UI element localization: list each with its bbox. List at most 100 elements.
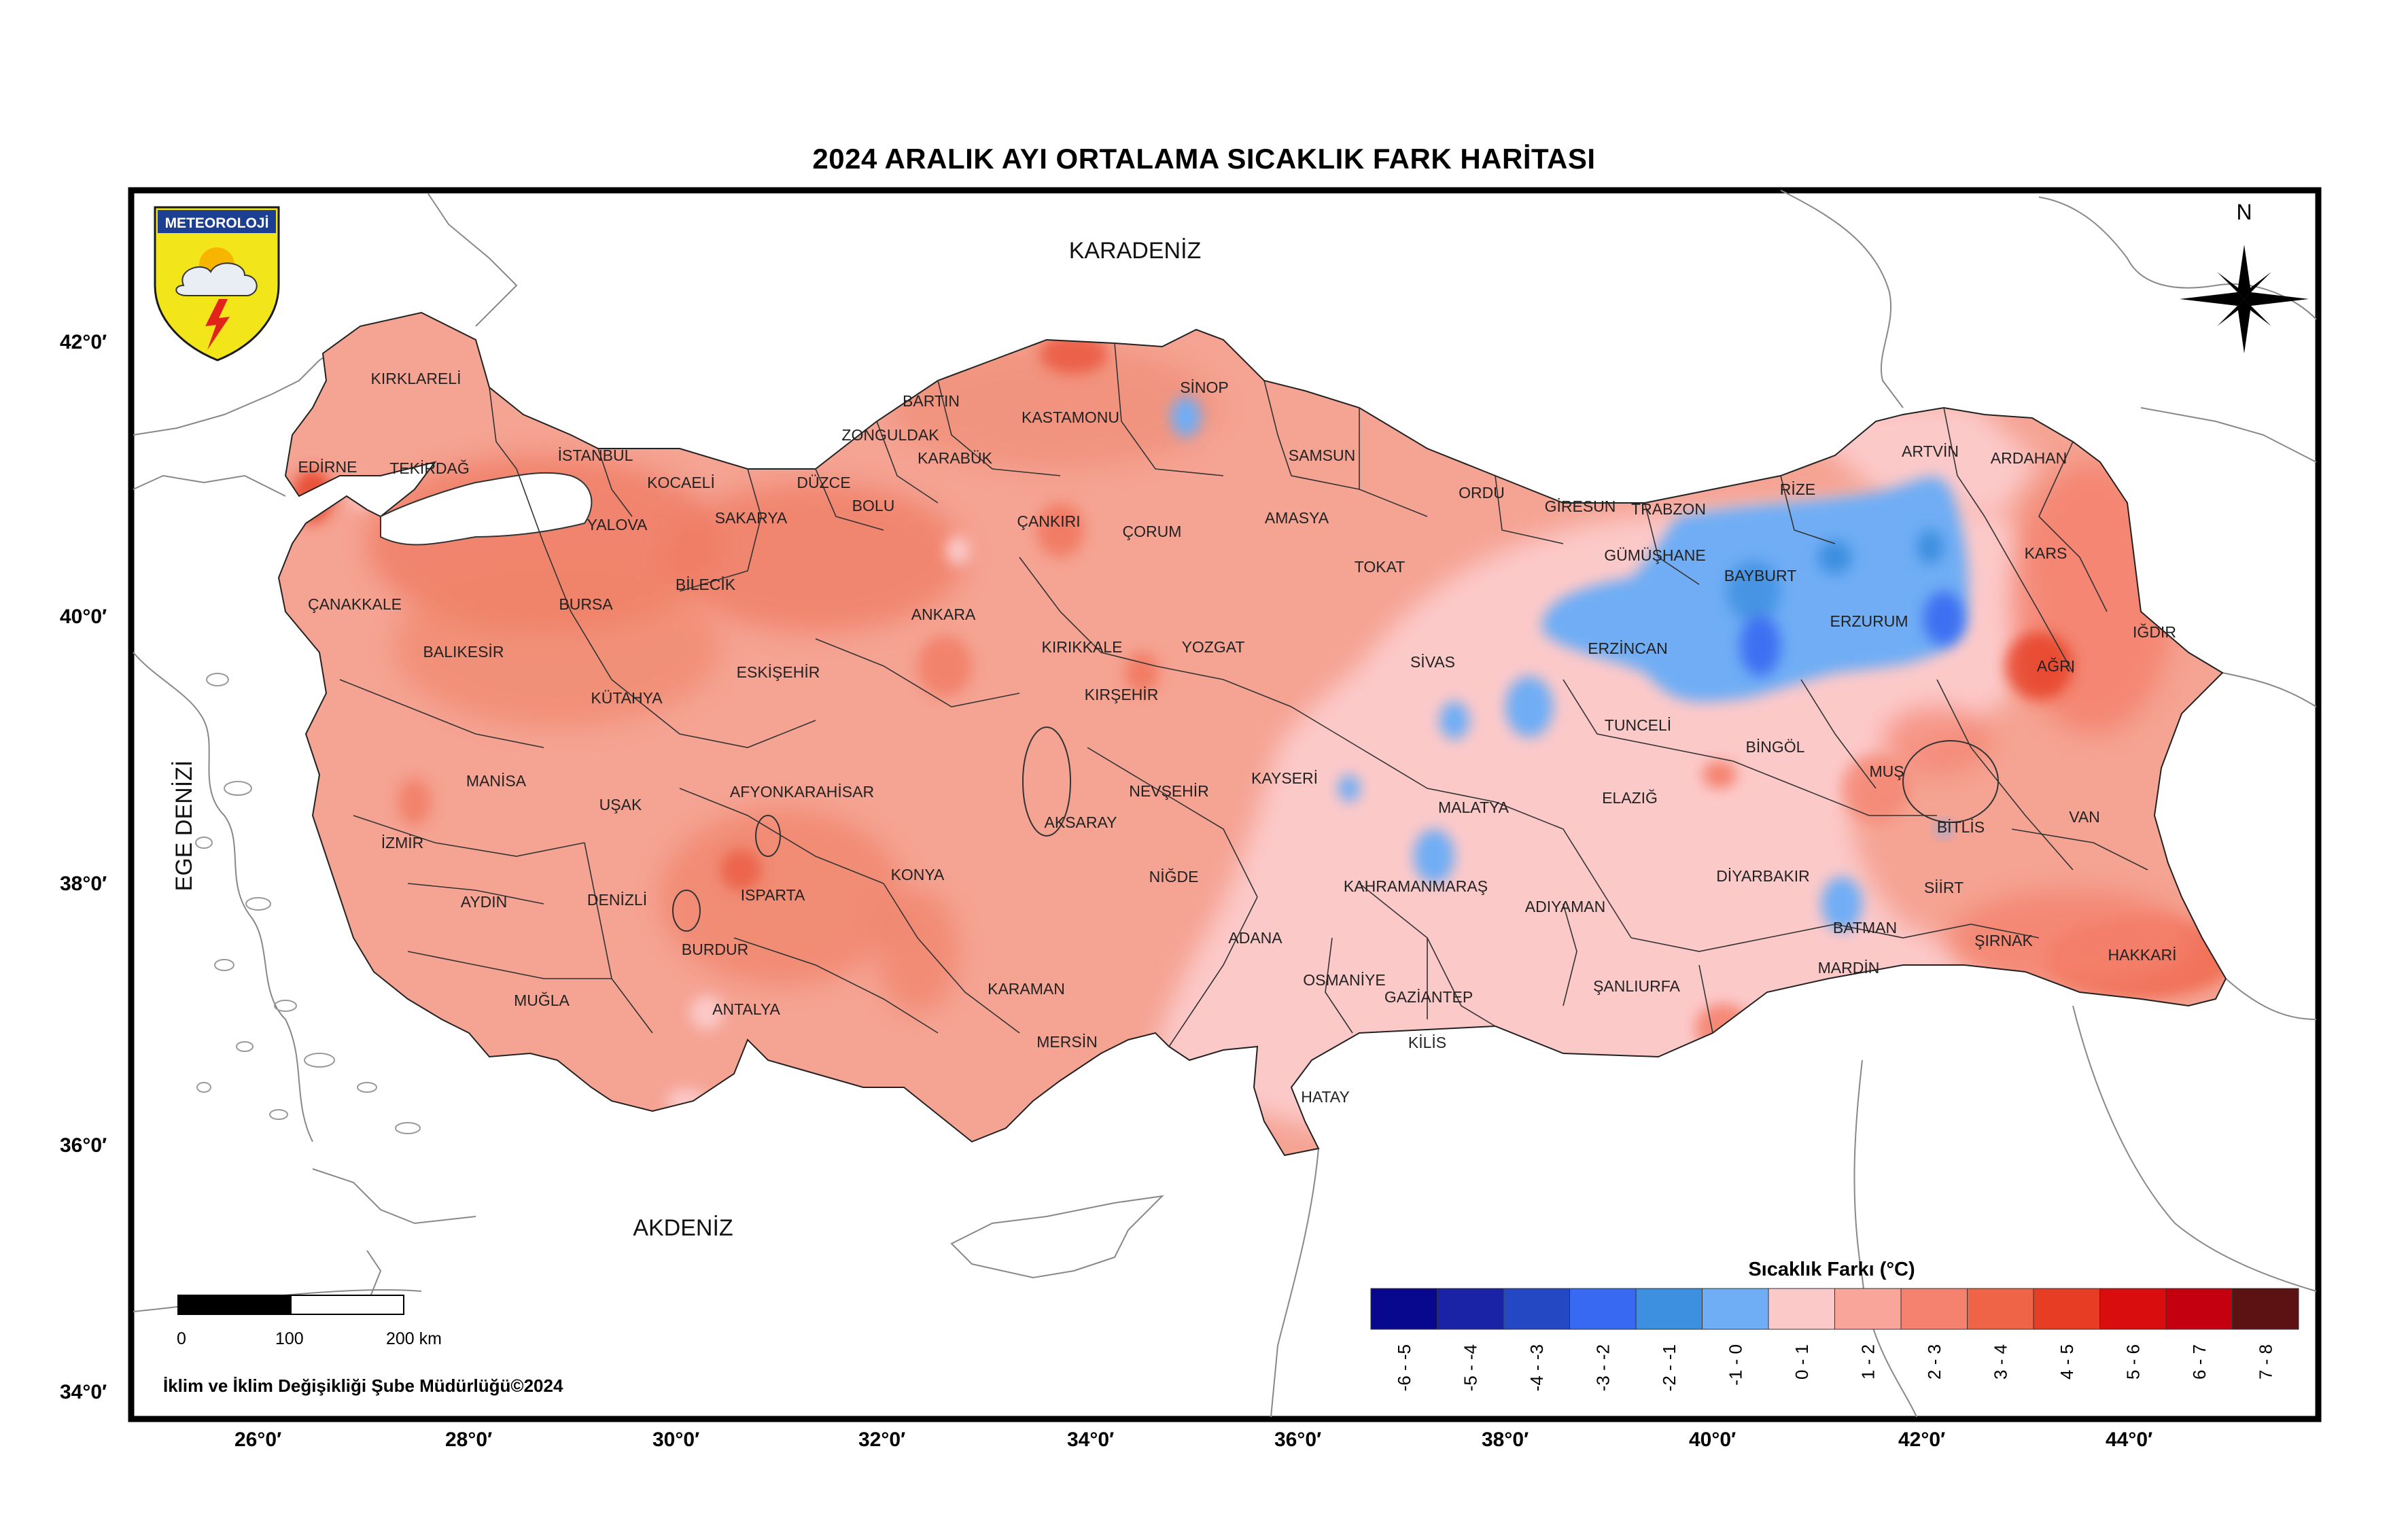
- province-label: KIRŞEHİR: [1085, 686, 1159, 703]
- province-label: ADANA: [1228, 929, 1282, 947]
- province-label: DENİZLİ: [587, 891, 647, 909]
- legend-label: 3 - 4: [1990, 1344, 2010, 1380]
- province-label: KİLİS: [1408, 1034, 1446, 1051]
- province-label: ÇORUM: [1123, 523, 1182, 540]
- province-label: BİLECİK: [676, 576, 736, 593]
- province-label: RİZE: [1780, 480, 1815, 498]
- legend-swatch: [1702, 1288, 1769, 1330]
- legend-swatch: [1635, 1288, 1703, 1330]
- lon-label: 36°0′: [1274, 1428, 1321, 1451]
- sea-label-aegean: EGE DENİZİ: [171, 760, 197, 892]
- province-label: ESKİŞEHİR: [737, 663, 820, 681]
- map-title: 2024 ARALIK AYI ORTALAMA SICAKLIK FARK H…: [812, 143, 1596, 175]
- province-label: NEVŞEHİR: [1129, 782, 1209, 800]
- logo-band: [158, 210, 276, 233]
- province-label: BURSA: [559, 595, 613, 613]
- latitude-labels: 42°0′ 40°0′ 38°0′ 36°0′ 34°0′: [60, 331, 107, 1403]
- legend-label: 1 - 2: [1857, 1344, 1878, 1380]
- lat-label: 40°0′: [60, 606, 107, 628]
- legend-label: -1 - 0: [1725, 1344, 1745, 1386]
- province-label: NİĞDE: [1149, 868, 1199, 886]
- scale-tick: 0: [177, 1329, 186, 1348]
- logo-cloud-icon: [175, 262, 258, 296]
- province-label: KONYA: [891, 866, 945, 883]
- province-labels: KIRKLARELİ EDİRNE TEKİRDAĞ İSTANBUL KOCAELİ D…: [298, 370, 2177, 1106]
- aegean-islands: [195, 673, 421, 1134]
- lon-label: 38°0′: [1482, 1428, 1529, 1451]
- province-label: ARDAHAN: [1991, 449, 2067, 467]
- legend-label: -6 - -5: [1394, 1344, 1414, 1391]
- province-label: AYDIN: [461, 893, 508, 911]
- province-label: VAN: [2069, 808, 2100, 826]
- scale-bar-black: [177, 1295, 292, 1315]
- lon-label: 26°0′: [234, 1428, 281, 1451]
- province-label: İZMİR: [381, 834, 424, 852]
- province-label: KASTAMONU: [1022, 408, 1119, 426]
- province-label: ERZİNCAN: [1588, 639, 1668, 657]
- province-label: KOCAELİ: [647, 474, 715, 491]
- province-label: ERZURUM: [1830, 612, 1908, 630]
- province-label: KÜTAHYA: [591, 689, 663, 707]
- province-label: DİYARBAKIR: [1716, 867, 1810, 885]
- legend-label: -4 - -3: [1526, 1344, 1547, 1391]
- lat-label: 34°0′: [60, 1381, 107, 1403]
- lon-label: 32°0′: [858, 1428, 905, 1451]
- logo-text: METEOROLOJİ: [165, 215, 269, 231]
- legend-bins: -6 - -5 -5 - -4 -4 - -3 -3 - -2 -2 - -1 -1 - …: [1370, 1288, 2299, 1391]
- province-label: SİİRT: [1924, 879, 1964, 896]
- scale-bar: 0 100 200 km: [177, 1295, 442, 1348]
- province-label: MALATYA: [1438, 799, 1510, 816]
- legend-swatch: [1569, 1288, 1637, 1330]
- legend-label: -3 - -2: [1592, 1344, 1613, 1391]
- lon-label: 44°0′: [2106, 1428, 2152, 1451]
- province-label: GÜMÜŞHANE: [1604, 546, 1706, 564]
- province-label: KAYSERİ: [1251, 769, 1318, 787]
- province-label: BARTIN: [903, 392, 960, 410]
- province-label: TUNCELİ: [1605, 716, 1671, 734]
- province-label: ANKARA: [911, 606, 976, 623]
- province-label: MUĞLA: [514, 992, 570, 1009]
- legend-label: 6 - 7: [2189, 1344, 2210, 1380]
- legend-label: -2 - -1: [1659, 1344, 1679, 1391]
- lon-label: 34°0′: [1067, 1428, 1114, 1451]
- province-label: AMASYA: [1265, 509, 1329, 527]
- province-label: İSTANBUL: [558, 446, 633, 464]
- province-label: IĞDIR: [2133, 623, 2176, 641]
- province-label: ADIYAMAN: [1525, 898, 1605, 915]
- lon-label: 30°0′: [652, 1428, 699, 1451]
- province-label: MUŞ: [1869, 762, 1904, 780]
- legend-swatch: [2232, 1288, 2299, 1330]
- province-label: YOZGAT: [1182, 638, 1245, 656]
- lon-label: 40°0′: [1689, 1428, 1736, 1451]
- province-label: BAYBURT: [1724, 567, 1797, 584]
- legend: Sıcaklık Farkı (°C) -6 - -5 -5 - -4 -4 - -…: [1370, 1259, 2299, 1391]
- province-label: BALIKESİR: [423, 643, 504, 661]
- legend-label: 2 - 3: [1924, 1344, 1944, 1380]
- legend-swatch: [1437, 1288, 1504, 1330]
- legend-swatch: [2033, 1288, 2100, 1330]
- province-label: ISPARTA: [741, 886, 805, 904]
- province-label: TRABZON: [1631, 500, 1706, 518]
- province-label: BİNGÖL: [1746, 738, 1805, 756]
- province-label: GİRESUN: [1545, 497, 1616, 515]
- province-label: ORDU: [1459, 484, 1505, 502]
- province-label: ANTALYA: [712, 1000, 780, 1018]
- province-label: HATAY: [1301, 1088, 1350, 1106]
- legend-swatch: [1900, 1288, 1968, 1330]
- credit-text: İklim ve İklim Değişikliği Şube Müdürlüğ…: [163, 1375, 563, 1396]
- province-label: UŞAK: [599, 796, 642, 813]
- province-label: AFYONKARAHİSAR: [730, 783, 874, 801]
- province-label: SİVAS: [1410, 653, 1455, 671]
- province-label: AKSARAY: [1045, 813, 1117, 831]
- province-label: TEKİRDAĞ: [389, 459, 470, 477]
- province-borders: [339, 343, 2148, 1047]
- province-label: KARABÜK: [918, 449, 993, 467]
- legend-swatch: [1768, 1288, 1835, 1330]
- sea-label-black-sea: KARADENİZ: [1069, 238, 1202, 264]
- province-label: KARAMAN: [988, 980, 1065, 998]
- legend-swatch: [1967, 1288, 2034, 1330]
- lat-label: 36°0′: [60, 1134, 107, 1157]
- province-label: SAKARYA: [715, 509, 788, 527]
- legend-label: 5 - 6: [2123, 1344, 2143, 1380]
